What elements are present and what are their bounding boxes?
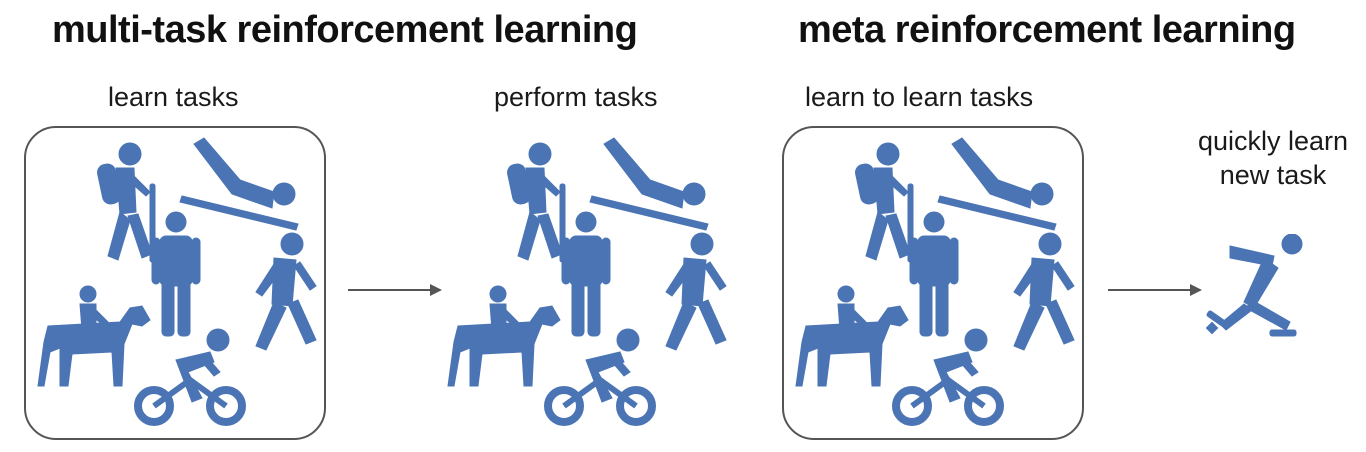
luge-icon: [179, 137, 299, 231]
walking-person-icon: [1013, 232, 1075, 351]
quickly-learn-label: quickly learn new task: [1188, 124, 1358, 192]
horse-rider-icon: [795, 285, 909, 387]
cyclist-icon: [896, 329, 1000, 422]
standing-person-icon: [151, 211, 201, 337]
horse-rider-icon: [37, 285, 151, 387]
perform-tasks-label: perform tasks: [494, 82, 658, 112]
luge-icon: [937, 137, 1057, 231]
cyclist-icon: [138, 329, 242, 422]
walking-person-icon: [665, 232, 727, 351]
task-icons-group-1: [37, 137, 317, 435]
standing-person-icon: [909, 211, 959, 337]
arrow-learn-to-perform: [348, 284, 442, 296]
task-icons-group-2: [447, 137, 727, 435]
arrow-meta-to-new-task: [1108, 284, 1202, 296]
cyclist-icon: [548, 329, 652, 422]
luge-icon: [589, 137, 709, 231]
hiker-icon: [95, 142, 156, 263]
standing-person-icon: [561, 211, 611, 337]
task-icons-group-3: [795, 137, 1075, 435]
multi-task-rl-title: multi-task reinforcement learning: [52, 9, 638, 51]
learn-to-learn-tasks-label: learn to learn tasks: [805, 82, 1034, 112]
quickly-learn-line2: new task: [1219, 160, 1327, 190]
learn-tasks-label: learn tasks: [108, 82, 239, 112]
ice-skater-icon: [1205, 234, 1303, 337]
hiker-icon: [853, 142, 914, 263]
horse-rider-icon: [447, 285, 561, 387]
meta-rl-title: meta reinforcement learning: [798, 9, 1296, 51]
walking-person-icon: [255, 232, 317, 351]
hiker-icon: [505, 142, 566, 263]
quickly-learn-line1: quickly learn: [1197, 126, 1349, 156]
